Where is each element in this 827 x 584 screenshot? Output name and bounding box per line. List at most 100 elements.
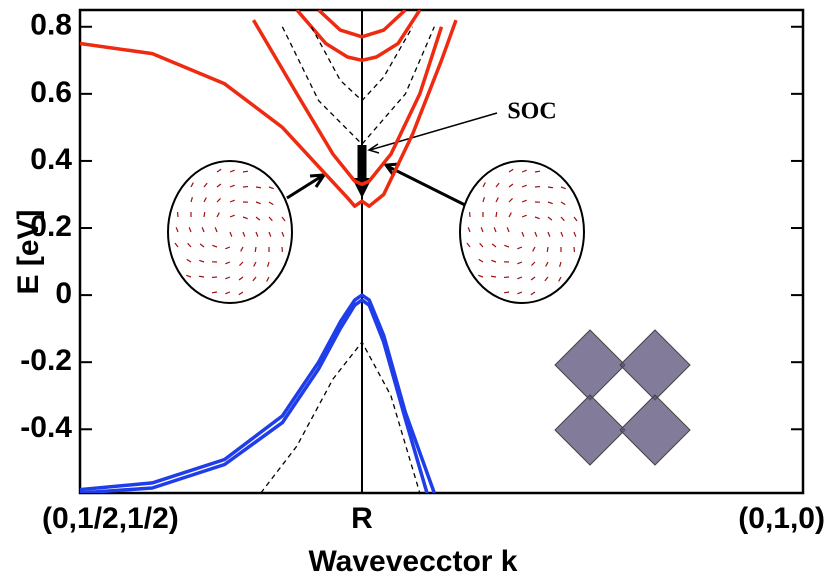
y-tick-label: 0.4 (30, 143, 72, 176)
spin-arrow (495, 182, 500, 188)
spin-arrow (490, 275, 497, 278)
spin-arrow (517, 291, 523, 295)
spin-arrow (495, 211, 498, 218)
band-line (310, 26, 414, 102)
spin-arrow (198, 275, 205, 278)
spin-arrow (482, 182, 486, 188)
spin-arrow (216, 198, 221, 203)
spin-arrow (534, 170, 541, 173)
spin-arrow (187, 242, 192, 248)
spin-arrow (199, 259, 205, 263)
spin-arrow (521, 231, 525, 237)
spin-arrow (216, 212, 220, 218)
spin-arrow (478, 274, 484, 278)
spin-arrow (211, 291, 218, 294)
insets (167, 160, 691, 466)
spin-arrow (175, 227, 179, 233)
spin-arrow (547, 186, 554, 189)
spin-arrow (534, 216, 540, 220)
spin-arrow (558, 276, 562, 282)
spin-arrow (255, 216, 261, 221)
spin-arrow (268, 231, 272, 237)
band-line (80, 19, 458, 208)
spin-arrow (240, 246, 244, 252)
spin-arrow (534, 231, 538, 237)
spin-arrow (214, 227, 218, 233)
spin-arrow (521, 184, 527, 188)
spin-arrow (547, 231, 551, 237)
spin-arrow (547, 201, 553, 205)
spin-arrow (466, 242, 471, 248)
spin-arrow (508, 168, 514, 173)
spin-arrow (491, 259, 497, 263)
spin-arrow (242, 231, 246, 237)
spin-arrow (573, 216, 578, 222)
spin-arrow (203, 211, 206, 218)
spin-arrow (521, 199, 527, 203)
spin-arrow (504, 244, 510, 248)
band-line (251, 19, 444, 187)
spin-arrow (546, 246, 549, 253)
spin-arrow (238, 291, 244, 296)
spin-arrow (506, 227, 510, 233)
spin-arrow (190, 182, 194, 188)
spin-arrow (478, 258, 484, 263)
y-tick-label: -0.4 (20, 411, 72, 444)
spin-arrow (255, 231, 259, 237)
spin-arrow (186, 274, 192, 278)
spin-arrow (242, 216, 248, 220)
spin-arrow (229, 231, 233, 237)
spin-arrow (212, 244, 218, 248)
spin-arrow (479, 242, 484, 248)
spin-arrow (559, 261, 562, 267)
y-tick-label: 0.8 (30, 9, 72, 42)
spin-arrow (225, 261, 231, 265)
spin-arrow (201, 227, 205, 233)
y-tick-label: 0.2 (30, 210, 72, 243)
spin-arrow (266, 276, 270, 282)
spin-arrow (225, 246, 231, 250)
spin-arrow (517, 246, 523, 250)
spin-arrow (531, 261, 536, 266)
spin-arrow (229, 214, 235, 218)
spin-arrow (573, 231, 577, 237)
spin-arrow (560, 231, 564, 237)
spin-arrow (467, 227, 471, 233)
spin-arrow (545, 261, 549, 267)
spin-arrow (238, 276, 244, 281)
spin-arrow (530, 291, 536, 296)
band-line (80, 293, 436, 493)
spin-arrow (521, 169, 527, 173)
band-line (260, 341, 421, 493)
spin-arrow (482, 197, 485, 203)
band-line (295, 10, 422, 63)
spin-arrow (199, 243, 205, 248)
spin-arrow (188, 227, 192, 233)
spin-arrow (508, 183, 514, 188)
spin-arrow (267, 261, 270, 267)
spin-arrow (480, 227, 484, 233)
spin-arrow (252, 276, 257, 282)
spin-arrow (239, 261, 244, 266)
spin-arrow (225, 276, 231, 280)
band-line (281, 26, 435, 145)
spin-arrow (508, 212, 512, 218)
spin-arrow (508, 198, 513, 203)
band-line (317, 10, 407, 39)
spin-arrow (503, 291, 510, 294)
spin-arrow (560, 201, 566, 206)
spin-arrow (547, 216, 553, 221)
spin-arrow (190, 197, 193, 203)
y-tick-label: 0.6 (30, 76, 72, 109)
spin-arrow (281, 231, 285, 237)
annotation: SOC (507, 99, 556, 125)
spin-arrow (268, 216, 273, 222)
x-tick-label: (0,1/2,1/2) (42, 502, 179, 535)
spin-arrow (186, 258, 192, 263)
x-tick-label: R (351, 502, 373, 535)
spin-arrow (491, 243, 497, 248)
spin-arrow (203, 182, 208, 188)
y-tick-label: 0 (55, 277, 72, 310)
spin-arrow (544, 276, 549, 282)
